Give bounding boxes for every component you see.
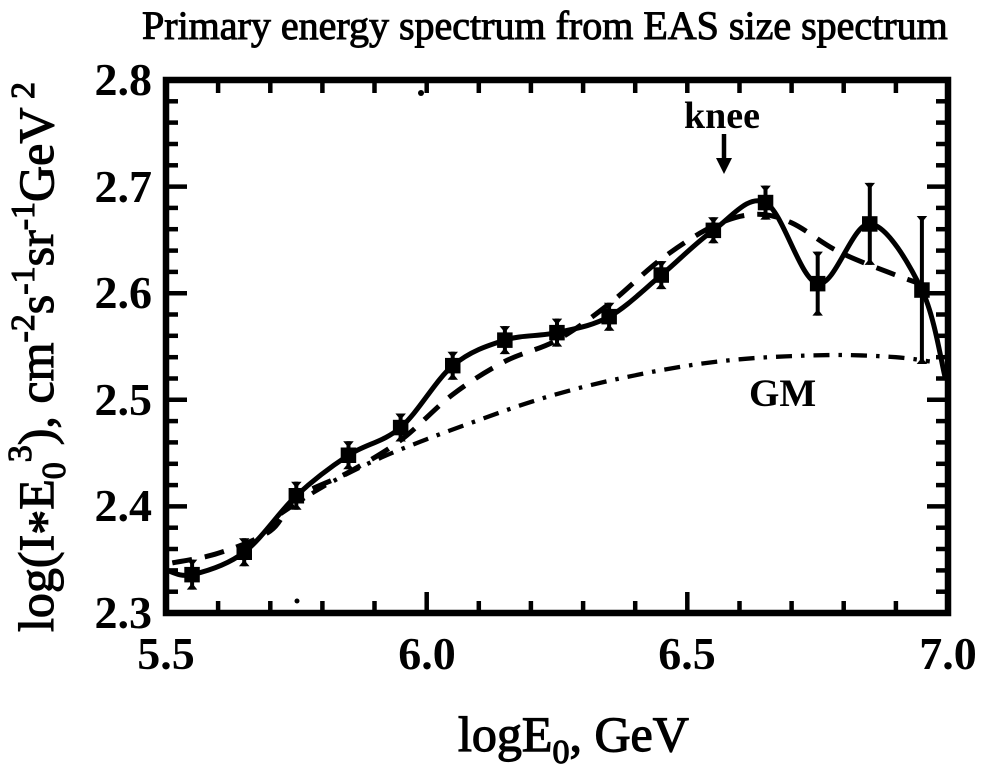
- svg-text:knee: knee: [684, 95, 760, 137]
- svg-text:2.6: 2.6: [95, 267, 153, 318]
- svg-text:6.5: 6.5: [658, 628, 716, 679]
- svg-text:2.5: 2.5: [95, 374, 153, 425]
- svg-text:2.7: 2.7: [95, 161, 153, 212]
- svg-text:logE0, GeV: logE0, GeV: [458, 706, 689, 771]
- svg-text:GM: GM: [749, 372, 816, 415]
- svg-text:2.8: 2.8: [95, 54, 153, 105]
- svg-text:2.3: 2.3: [95, 587, 153, 638]
- svg-text:log(I*E03), cm-2s-1sr-1GeV 2: log(I*E03), cm-2s-1sr-1GeV 2: [2, 82, 73, 632]
- svg-text:7.0: 7.0: [919, 628, 977, 679]
- svg-text:6.0: 6.0: [398, 628, 456, 679]
- svg-text:2.4: 2.4: [95, 480, 153, 531]
- svg-text:5.5: 5.5: [137, 628, 195, 679]
- svg-text:Primary energy spectrum from E: Primary energy spectrum from EAS size sp…: [142, 3, 948, 48]
